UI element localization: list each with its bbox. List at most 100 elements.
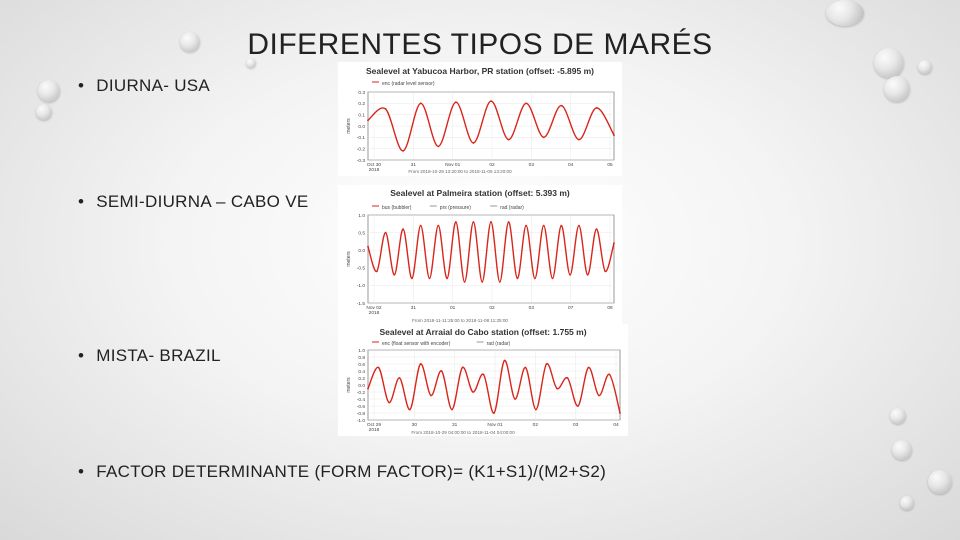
y-tick-label: 1.0: [358, 213, 365, 219]
x-tick-label: Nov 01: [487, 422, 503, 428]
y-axis-label: meters: [346, 118, 352, 134]
data-point: [604, 270, 607, 273]
data-point: [411, 277, 413, 280]
x-tick-label: 04: [613, 422, 619, 428]
data-point: [569, 273, 571, 276]
data-point: [560, 104, 563, 107]
data-point: [613, 134, 615, 136]
data-point: [367, 387, 369, 390]
bullet-item: • DIURNA- USA: [78, 76, 210, 96]
water-drop: [900, 496, 914, 510]
y-tick-label: 0.3: [358, 90, 365, 96]
data-point: [428, 277, 431, 280]
y-tick-label: -0.6: [357, 404, 366, 410]
y-tick-label: -1.0: [357, 283, 366, 289]
data-point: [545, 363, 548, 365]
x-tick-label: Oct 29: [367, 422, 381, 428]
y-tick-label: -0.2: [357, 390, 366, 396]
data-point: [409, 408, 411, 411]
y-tick-label: 0.0: [358, 383, 365, 389]
data-point: [507, 221, 510, 223]
chart-footer: From 2018-10-29 04:00:00 to 2018-11-04 0…: [411, 430, 515, 435]
water-drop: [884, 76, 910, 102]
data-point: [524, 366, 527, 369]
water-drop: [826, 0, 864, 26]
legend-entry: rad (radar): [487, 341, 511, 347]
y-tick-label: -1.5: [357, 301, 366, 307]
data-point: [493, 412, 495, 414]
data-point: [463, 281, 466, 283]
data-point: [542, 224, 545, 227]
y-tick-label: 1.0: [358, 348, 365, 354]
water-drop: [246, 58, 256, 68]
bullet-marker: •: [78, 346, 85, 365]
data-point: [419, 363, 422, 365]
x-tick-label: 2018: [369, 310, 380, 316]
bullet-item: • FACTOR DETERMINANTE (FORM FACTOR)= (K1+…: [78, 462, 606, 482]
data-point: [472, 391, 474, 393]
data-point: [402, 150, 404, 152]
legend-entry: bus (bubbler): [382, 205, 412, 211]
data-point: [619, 412, 621, 414]
data-point: [556, 387, 558, 390]
tide-chart-semidiurnal: Sealevel at Palmeira station (offset: 5.…: [338, 185, 622, 325]
x-tick-label: 04: [568, 162, 574, 168]
data-point: [393, 273, 396, 276]
tide-chart-mixed: Sealevel at Arraial do Cabo station (off…: [338, 324, 628, 436]
bullet-marker: •: [78, 192, 85, 211]
data-point: [503, 359, 506, 362]
bullet-text: MISTA- BRAZIL: [96, 346, 221, 365]
data-point: [437, 224, 440, 227]
data-point: [560, 224, 563, 227]
data-point: [375, 270, 378, 273]
data-point: [516, 277, 519, 280]
x-tick-label: 03: [529, 162, 535, 168]
bullet-marker: •: [78, 76, 85, 95]
water-drop: [890, 408, 906, 424]
y-tick-label: 0.5: [358, 230, 365, 236]
data-point: [367, 119, 369, 122]
data-point: [566, 377, 569, 379]
tide-chart-diurnal: Sealevel at Yabucoa Harbor, PR station (…: [338, 62, 622, 176]
data-point: [490, 221, 492, 223]
x-tick-label: 02: [489, 162, 495, 168]
chart-title: Sealevel at Arraial do Cabo station (off…: [379, 327, 586, 337]
y-tick-label: 0.8: [358, 355, 365, 361]
data-point: [367, 245, 369, 248]
water-drop: [36, 104, 52, 120]
data-point: [535, 408, 537, 411]
legend-entry: enc (float sensor with encoder): [382, 341, 451, 347]
slide-title: DIFERENTES TIPOS DE MARÉS: [247, 28, 713, 61]
data-point: [587, 366, 590, 369]
chart-footer: From 2018-11-11:25:00 to 2018-11-08 11:2…: [412, 318, 508, 323]
x-tick-label: 08: [607, 305, 613, 311]
data-point: [402, 228, 404, 230]
x-tick-label: 03: [573, 422, 579, 428]
data-point: [419, 102, 422, 105]
y-tick-label: 0.0: [358, 124, 365, 130]
bullet-text: DIURNA- USA: [96, 76, 211, 95]
legend-entry: rad (radar): [500, 205, 524, 211]
data-point: [455, 101, 457, 104]
bullet-text: SEMI-DIURNA – CABO VE: [96, 192, 309, 211]
x-tick-label: Nov 01: [445, 162, 461, 168]
data-point: [482, 373, 485, 376]
chart-background: [338, 185, 622, 325]
chart-title: Sealevel at Yabucoa Harbor, PR station (…: [366, 66, 594, 76]
data-point: [398, 377, 401, 379]
data-point: [384, 231, 387, 234]
y-tick-label: -0.4: [357, 397, 366, 403]
data-point: [481, 281, 484, 283]
water-drop: [874, 48, 904, 78]
x-tick-label: 31: [452, 422, 458, 428]
data-point: [525, 224, 527, 227]
data-point: [608, 373, 611, 376]
x-tick-label: 2018: [369, 427, 380, 433]
data-point: [437, 145, 440, 148]
data-point: [451, 408, 453, 411]
y-tick-label: 0.2: [358, 101, 365, 107]
data-point: [472, 142, 475, 144]
y-tick-label: 0.6: [358, 362, 365, 368]
bullet-item: • MISTA- BRAZIL: [78, 346, 221, 366]
data-point: [595, 228, 598, 230]
